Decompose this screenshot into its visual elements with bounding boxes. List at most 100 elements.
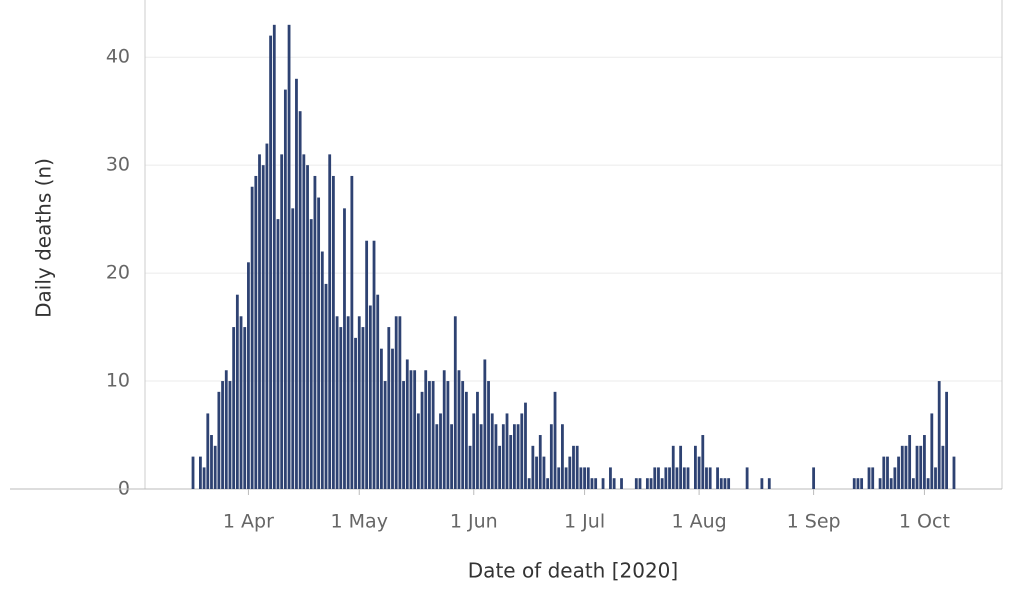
bar — [376, 294, 380, 489]
bar — [527, 478, 531, 489]
bar — [380, 348, 383, 489]
bar — [945, 391, 948, 489]
bar — [498, 445, 502, 489]
x-tick-label: 1 Sep — [787, 511, 841, 533]
bar — [697, 456, 701, 489]
bar — [664, 467, 668, 489]
bar — [298, 111, 302, 490]
bar — [882, 456, 886, 489]
bar — [431, 381, 435, 489]
bar — [708, 467, 712, 489]
x-tick-label: 1 Oct — [899, 511, 950, 533]
bar — [509, 435, 513, 489]
bar — [952, 456, 956, 489]
bar — [904, 445, 908, 489]
bar — [682, 467, 686, 489]
bar — [250, 186, 254, 489]
bar — [860, 478, 864, 489]
bar — [937, 381, 941, 489]
bar — [309, 219, 313, 489]
bar — [357, 316, 361, 489]
bar — [276, 219, 280, 489]
bar — [402, 381, 405, 489]
y-tick-label: 40 — [106, 46, 130, 68]
bar — [911, 478, 915, 489]
bar — [213, 445, 217, 489]
bar — [494, 424, 498, 489]
bar — [893, 467, 897, 489]
bar — [335, 316, 339, 489]
bar — [653, 467, 657, 489]
x-tick-label: 1 Aug — [671, 511, 726, 533]
bar — [217, 391, 221, 489]
bar — [479, 424, 483, 489]
bar — [501, 424, 505, 489]
x-tick-label: 1 May — [331, 511, 388, 533]
bar — [306, 165, 309, 489]
bar — [557, 467, 561, 489]
bar — [583, 467, 586, 489]
bar — [716, 467, 719, 489]
bar — [760, 478, 764, 489]
bar — [346, 316, 350, 489]
bar — [476, 391, 479, 489]
x-axis-title: Date of death [2020] — [468, 559, 678, 583]
bar — [409, 370, 413, 489]
bar — [287, 24, 291, 489]
bar — [317, 197, 321, 490]
bar — [291, 208, 295, 489]
bar — [767, 478, 771, 489]
bar — [490, 413, 494, 489]
bar — [295, 78, 298, 489]
bar — [561, 424, 564, 489]
bar — [350, 175, 354, 489]
bar — [926, 478, 930, 489]
bar — [254, 175, 258, 489]
bar — [468, 445, 472, 489]
bar — [538, 435, 542, 489]
bar — [331, 175, 335, 489]
bar — [675, 467, 679, 489]
bar — [915, 445, 919, 489]
bar — [283, 89, 287, 490]
bar — [191, 456, 195, 489]
bar — [657, 467, 660, 489]
bar — [202, 467, 206, 489]
bar — [579, 467, 583, 489]
bar — [941, 445, 945, 489]
bar — [546, 478, 550, 489]
bar — [542, 456, 546, 489]
bar — [265, 143, 269, 490]
bar — [339, 327, 343, 489]
bar — [867, 467, 871, 489]
bar — [383, 381, 387, 489]
bar — [745, 467, 749, 489]
bar — [520, 413, 524, 489]
bar — [420, 391, 424, 489]
bar — [575, 445, 579, 489]
bar — [269, 35, 272, 489]
y-axis-title: Daily deaths (n) — [32, 158, 56, 318]
bar — [232, 327, 236, 489]
bar — [686, 467, 690, 489]
bar — [442, 370, 446, 489]
bar — [235, 294, 239, 489]
bar — [512, 424, 516, 489]
bar — [328, 154, 332, 489]
bar — [516, 424, 520, 489]
bar — [649, 478, 653, 489]
bar — [261, 165, 265, 489]
bar — [564, 467, 568, 489]
bar — [391, 348, 394, 489]
bar — [210, 435, 213, 489]
bar — [900, 445, 904, 489]
bar — [572, 445, 575, 489]
bar — [272, 24, 276, 489]
bar — [324, 283, 328, 489]
bar — [258, 154, 261, 489]
bar — [405, 359, 409, 489]
bar — [524, 402, 527, 489]
bar — [394, 316, 398, 489]
bar — [701, 435, 705, 489]
